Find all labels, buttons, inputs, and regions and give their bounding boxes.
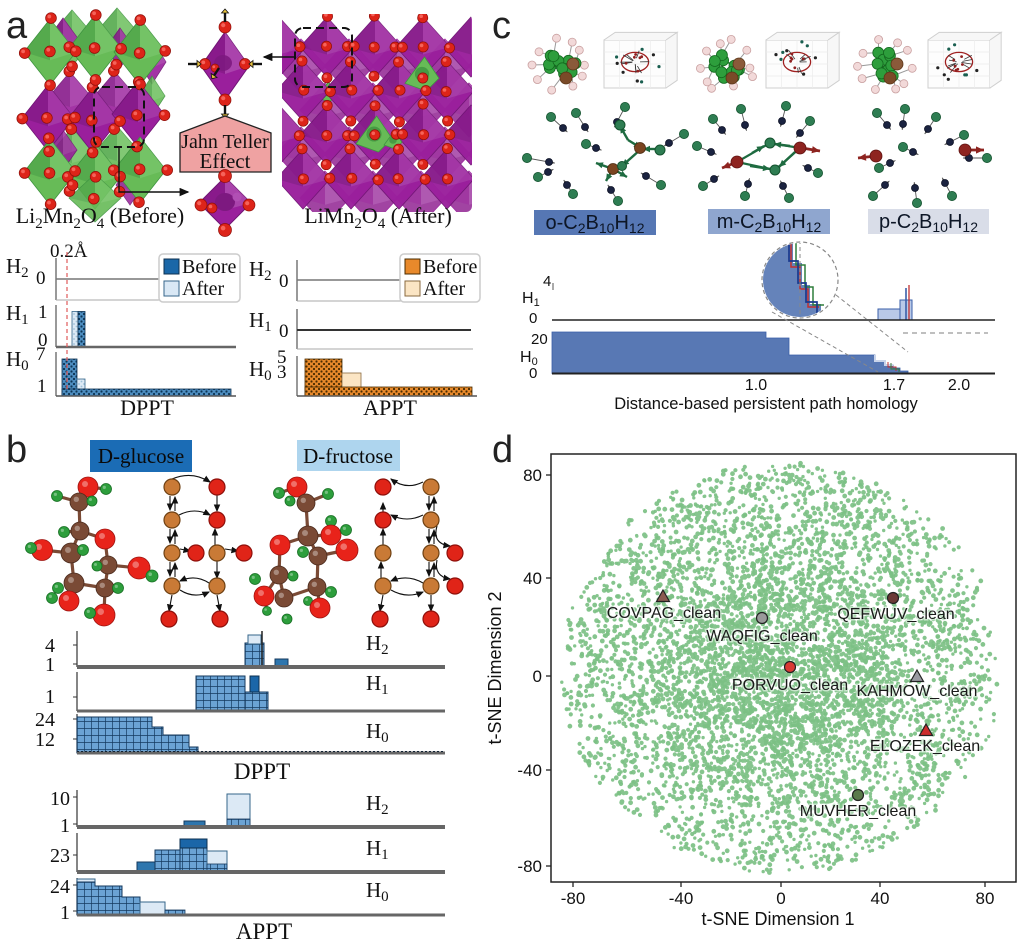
svg-text:t-SNE Dimension 2: t-SNE Dimension 2 bbox=[485, 591, 505, 744]
svg-text:10: 10 bbox=[50, 788, 70, 810]
svg-text:-80: -80 bbox=[517, 857, 542, 876]
svg-text:COVPAG_clean: COVPAG_clean bbox=[607, 605, 721, 622]
svg-text:APPT: APPT bbox=[363, 395, 417, 420]
svg-text:1: 1 bbox=[45, 686, 55, 708]
svg-text:-80: -80 bbox=[561, 889, 586, 908]
svg-text:Distance-based persistent path: Distance-based persistent path homology bbox=[614, 395, 918, 413]
svg-text:12: 12 bbox=[35, 729, 55, 751]
svg-text:20: 20 bbox=[531, 331, 548, 348]
svg-text:DPPT: DPPT bbox=[234, 759, 290, 784]
svg-text:b: b bbox=[6, 429, 27, 471]
svg-text:Before: Before bbox=[182, 256, 237, 278]
svg-text:0.2Å: 0.2Å bbox=[50, 241, 88, 262]
svg-text:5: 5 bbox=[277, 347, 287, 368]
svg-text:After: After bbox=[182, 278, 225, 300]
svg-text:1: 1 bbox=[60, 815, 70, 837]
svg-text:QEFWUV_clean: QEFWUV_clean bbox=[837, 606, 954, 623]
svg-text:m-C2B10H12: m-C2B10H12 bbox=[717, 211, 822, 235]
svg-text:40: 40 bbox=[871, 889, 890, 908]
svg-text:0: 0 bbox=[529, 365, 537, 382]
svg-text:2.0: 2.0 bbox=[948, 377, 970, 394]
svg-text:After: After bbox=[423, 278, 466, 300]
svg-text:DPPT: DPPT bbox=[120, 395, 174, 420]
svg-text:24: 24 bbox=[50, 876, 70, 898]
svg-text:0: 0 bbox=[529, 310, 537, 327]
svg-text:-40: -40 bbox=[669, 889, 694, 908]
svg-text:1: 1 bbox=[45, 654, 55, 676]
svg-text:Before: Before bbox=[423, 256, 478, 278]
svg-text:KAHMOW_clean: KAHMOW_clean bbox=[857, 683, 978, 700]
svg-text:0: 0 bbox=[36, 268, 46, 289]
svg-text:MUVHER_clean: MUVHER_clean bbox=[800, 803, 916, 820]
svg-text:o-C2B10H12: o-C2B10H12 bbox=[546, 212, 645, 236]
svg-text:p-C2B10H12: p-C2B10H12 bbox=[879, 211, 978, 235]
svg-text:Jahn Teller: Jahn Teller bbox=[181, 131, 269, 153]
svg-text:24: 24 bbox=[35, 709, 55, 731]
svg-text:a: a bbox=[6, 5, 28, 47]
svg-text:d: d bbox=[492, 429, 513, 471]
svg-text:WAQFIG_clean: WAQFIG_clean bbox=[706, 628, 817, 645]
svg-text:80: 80 bbox=[976, 889, 995, 908]
svg-text:1: 1 bbox=[38, 302, 48, 323]
svg-text:0: 0 bbox=[279, 321, 289, 342]
svg-text:7: 7 bbox=[36, 344, 46, 365]
svg-text:1.7: 1.7 bbox=[883, 377, 905, 394]
svg-text:1: 1 bbox=[60, 902, 70, 924]
svg-text:ELOZEK_clean: ELOZEK_clean bbox=[870, 738, 980, 755]
svg-text:c: c bbox=[492, 5, 511, 47]
svg-text:-40: -40 bbox=[517, 761, 542, 780]
svg-text:1: 1 bbox=[37, 376, 47, 397]
svg-text:23: 23 bbox=[50, 845, 70, 867]
svg-text:APPT: APPT bbox=[236, 919, 292, 941]
svg-text:D-glucose: D-glucose bbox=[98, 444, 184, 468]
svg-text:Effect: Effect bbox=[200, 149, 251, 173]
svg-text:4: 4 bbox=[45, 635, 55, 657]
svg-text:40: 40 bbox=[523, 569, 542, 588]
svg-text:4: 4 bbox=[543, 273, 551, 290]
svg-text:0: 0 bbox=[38, 330, 48, 351]
svg-text:3: 3 bbox=[277, 362, 287, 383]
svg-text:PORVUO_clean: PORVUO_clean bbox=[732, 677, 848, 694]
svg-text:D-fructose: D-fructose bbox=[303, 444, 393, 468]
svg-text:0: 0 bbox=[279, 271, 289, 292]
svg-text:1.0: 1.0 bbox=[745, 377, 767, 394]
svg-text:80: 80 bbox=[523, 466, 542, 485]
svg-text:0: 0 bbox=[533, 667, 542, 686]
svg-text:t-SNE Dimension 1: t-SNE Dimension 1 bbox=[701, 909, 854, 929]
svg-text:0: 0 bbox=[776, 889, 785, 908]
